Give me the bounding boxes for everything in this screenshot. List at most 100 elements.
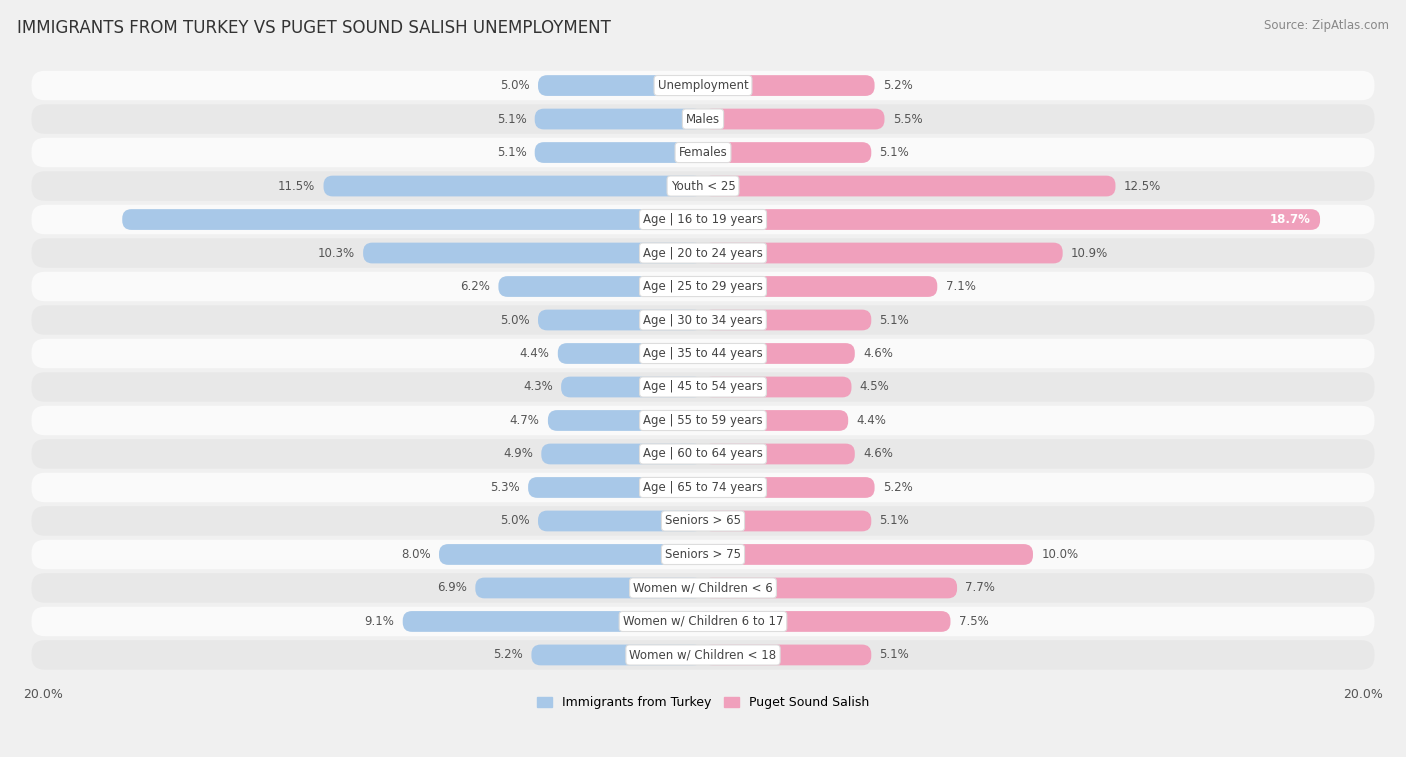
FancyBboxPatch shape bbox=[541, 444, 703, 464]
Text: Age | 55 to 59 years: Age | 55 to 59 years bbox=[643, 414, 763, 427]
FancyBboxPatch shape bbox=[703, 578, 957, 598]
FancyBboxPatch shape bbox=[538, 75, 703, 96]
Text: 10.3%: 10.3% bbox=[318, 247, 354, 260]
Text: Age | 16 to 19 years: Age | 16 to 19 years bbox=[643, 213, 763, 226]
FancyBboxPatch shape bbox=[31, 71, 1375, 100]
Text: Age | 35 to 44 years: Age | 35 to 44 years bbox=[643, 347, 763, 360]
FancyBboxPatch shape bbox=[31, 372, 1375, 402]
Text: Females: Females bbox=[679, 146, 727, 159]
Text: Age | 45 to 54 years: Age | 45 to 54 years bbox=[643, 381, 763, 394]
Text: 10.0%: 10.0% bbox=[1042, 548, 1078, 561]
Text: 5.1%: 5.1% bbox=[496, 146, 526, 159]
Text: 5.2%: 5.2% bbox=[494, 649, 523, 662]
FancyBboxPatch shape bbox=[703, 410, 848, 431]
Legend: Immigrants from Turkey, Puget Sound Salish: Immigrants from Turkey, Puget Sound Sali… bbox=[531, 691, 875, 714]
FancyBboxPatch shape bbox=[703, 276, 938, 297]
Text: 17.6%: 17.6% bbox=[652, 213, 693, 226]
FancyBboxPatch shape bbox=[31, 439, 1375, 469]
Text: 4.6%: 4.6% bbox=[863, 447, 893, 460]
FancyBboxPatch shape bbox=[561, 377, 703, 397]
FancyBboxPatch shape bbox=[538, 510, 703, 531]
Text: 5.3%: 5.3% bbox=[491, 481, 520, 494]
Text: 6.9%: 6.9% bbox=[437, 581, 467, 594]
Text: Age | 60 to 64 years: Age | 60 to 64 years bbox=[643, 447, 763, 460]
Text: IMMIGRANTS FROM TURKEY VS PUGET SOUND SALISH UNEMPLOYMENT: IMMIGRANTS FROM TURKEY VS PUGET SOUND SA… bbox=[17, 19, 610, 37]
Text: 5.2%: 5.2% bbox=[883, 79, 912, 92]
FancyBboxPatch shape bbox=[31, 205, 1375, 234]
Text: 5.1%: 5.1% bbox=[880, 515, 910, 528]
Text: 6.2%: 6.2% bbox=[460, 280, 491, 293]
FancyBboxPatch shape bbox=[703, 444, 855, 464]
FancyBboxPatch shape bbox=[703, 310, 872, 330]
FancyBboxPatch shape bbox=[548, 410, 703, 431]
FancyBboxPatch shape bbox=[439, 544, 703, 565]
FancyBboxPatch shape bbox=[323, 176, 703, 196]
FancyBboxPatch shape bbox=[703, 611, 950, 632]
Text: 5.1%: 5.1% bbox=[496, 113, 526, 126]
Text: Unemployment: Unemployment bbox=[658, 79, 748, 92]
FancyBboxPatch shape bbox=[31, 406, 1375, 435]
Text: Age | 65 to 74 years: Age | 65 to 74 years bbox=[643, 481, 763, 494]
FancyBboxPatch shape bbox=[703, 343, 855, 364]
FancyBboxPatch shape bbox=[703, 544, 1033, 565]
Text: 5.0%: 5.0% bbox=[501, 515, 530, 528]
FancyBboxPatch shape bbox=[703, 75, 875, 96]
Text: Seniors > 65: Seniors > 65 bbox=[665, 515, 741, 528]
FancyBboxPatch shape bbox=[31, 473, 1375, 502]
Text: 5.5%: 5.5% bbox=[893, 113, 922, 126]
Text: 8.0%: 8.0% bbox=[401, 548, 430, 561]
FancyBboxPatch shape bbox=[31, 272, 1375, 301]
Text: Women w/ Children < 18: Women w/ Children < 18 bbox=[630, 649, 776, 662]
Text: 7.1%: 7.1% bbox=[945, 280, 976, 293]
Text: Youth < 25: Youth < 25 bbox=[671, 179, 735, 192]
Text: Age | 30 to 34 years: Age | 30 to 34 years bbox=[643, 313, 763, 326]
Text: Women w/ Children < 6: Women w/ Children < 6 bbox=[633, 581, 773, 594]
FancyBboxPatch shape bbox=[31, 540, 1375, 569]
FancyBboxPatch shape bbox=[703, 243, 1063, 263]
Text: 4.5%: 4.5% bbox=[859, 381, 890, 394]
FancyBboxPatch shape bbox=[31, 171, 1375, 201]
Text: 5.1%: 5.1% bbox=[880, 313, 910, 326]
FancyBboxPatch shape bbox=[122, 209, 703, 230]
Text: 4.4%: 4.4% bbox=[520, 347, 550, 360]
FancyBboxPatch shape bbox=[31, 573, 1375, 603]
FancyBboxPatch shape bbox=[703, 377, 852, 397]
FancyBboxPatch shape bbox=[703, 142, 872, 163]
Text: 5.1%: 5.1% bbox=[880, 649, 910, 662]
FancyBboxPatch shape bbox=[31, 138, 1375, 167]
FancyBboxPatch shape bbox=[531, 644, 703, 665]
Text: 4.3%: 4.3% bbox=[523, 381, 553, 394]
FancyBboxPatch shape bbox=[529, 477, 703, 498]
FancyBboxPatch shape bbox=[703, 644, 872, 665]
Text: 4.6%: 4.6% bbox=[863, 347, 893, 360]
Text: 5.0%: 5.0% bbox=[501, 313, 530, 326]
FancyBboxPatch shape bbox=[31, 104, 1375, 134]
Text: Age | 25 to 29 years: Age | 25 to 29 years bbox=[643, 280, 763, 293]
Text: 18.7%: 18.7% bbox=[1270, 213, 1310, 226]
Text: 5.0%: 5.0% bbox=[501, 79, 530, 92]
Text: Women w/ Children 6 to 17: Women w/ Children 6 to 17 bbox=[623, 615, 783, 628]
FancyBboxPatch shape bbox=[703, 176, 1115, 196]
Text: Males: Males bbox=[686, 113, 720, 126]
FancyBboxPatch shape bbox=[31, 339, 1375, 368]
Text: 12.5%: 12.5% bbox=[1123, 179, 1161, 192]
Text: 5.1%: 5.1% bbox=[880, 146, 910, 159]
FancyBboxPatch shape bbox=[363, 243, 703, 263]
Text: 7.7%: 7.7% bbox=[966, 581, 995, 594]
Text: 9.1%: 9.1% bbox=[364, 615, 395, 628]
Text: Seniors > 75: Seniors > 75 bbox=[665, 548, 741, 561]
FancyBboxPatch shape bbox=[558, 343, 703, 364]
FancyBboxPatch shape bbox=[703, 477, 875, 498]
Text: Age | 20 to 24 years: Age | 20 to 24 years bbox=[643, 247, 763, 260]
FancyBboxPatch shape bbox=[703, 109, 884, 129]
Text: 5.2%: 5.2% bbox=[883, 481, 912, 494]
FancyBboxPatch shape bbox=[538, 310, 703, 330]
FancyBboxPatch shape bbox=[31, 506, 1375, 536]
FancyBboxPatch shape bbox=[31, 640, 1375, 670]
Text: 4.9%: 4.9% bbox=[503, 447, 533, 460]
FancyBboxPatch shape bbox=[534, 142, 703, 163]
FancyBboxPatch shape bbox=[703, 209, 1320, 230]
FancyBboxPatch shape bbox=[703, 510, 872, 531]
FancyBboxPatch shape bbox=[31, 305, 1375, 335]
FancyBboxPatch shape bbox=[475, 578, 703, 598]
